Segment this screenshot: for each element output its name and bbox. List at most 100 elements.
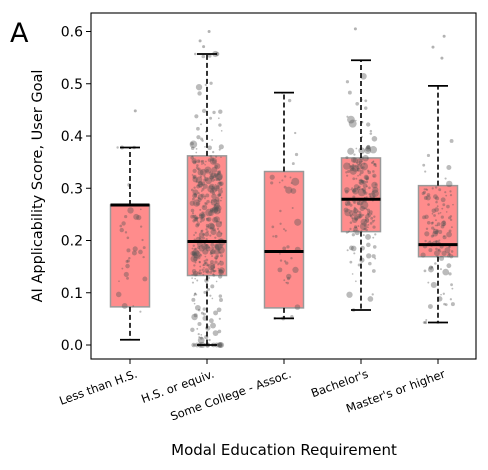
data-point: [219, 268, 222, 272]
data-point: [294, 152, 299, 157]
data-point: [369, 192, 376, 199]
data-point: [272, 235, 275, 238]
data-point: [219, 199, 222, 202]
data-point: [218, 317, 221, 320]
data-point: [214, 165, 218, 169]
data-point: [352, 189, 356, 193]
data-point: [355, 226, 358, 229]
data-point: [425, 227, 429, 231]
data-point: [442, 222, 446, 226]
data-point: [366, 242, 371, 248]
data-point: [364, 99, 368, 103]
data-point: [451, 287, 454, 290]
data-point: [434, 186, 438, 189]
y-tick-label: 0.0: [61, 338, 83, 354]
data-point: [358, 163, 360, 166]
data-point: [366, 253, 372, 259]
data-point: [424, 320, 428, 325]
data-point: [291, 177, 300, 186]
data-point: [357, 188, 366, 197]
data-point: [208, 338, 211, 342]
data-point: [356, 186, 361, 191]
data-point: [197, 169, 204, 176]
data-point: [345, 231, 348, 234]
data-point: [370, 213, 373, 216]
data-point: [204, 255, 207, 258]
data-point: [211, 297, 214, 300]
data-point: [355, 177, 358, 180]
data-point: [434, 224, 437, 227]
data-point: [368, 261, 372, 266]
data-point: [197, 168, 199, 171]
data-point: [373, 163, 377, 167]
data-point: [203, 242, 206, 245]
data-point: [357, 263, 361, 267]
y-tick-label: 0.6: [61, 25, 83, 41]
data-point: [205, 243, 209, 247]
data-point: [196, 220, 199, 223]
data-point: [197, 192, 200, 195]
data-point: [219, 251, 222, 254]
data-point: [115, 291, 122, 298]
data-point: [364, 218, 369, 223]
data-point: [210, 248, 216, 255]
data-point: [192, 193, 198, 199]
data-point: [348, 119, 357, 128]
data-point: [119, 224, 123, 228]
data-point: [218, 181, 222, 185]
data-point: [351, 213, 353, 216]
data-point: [358, 179, 364, 186]
data-point: [215, 196, 220, 202]
data-point: [198, 272, 201, 275]
data-point: [345, 203, 348, 206]
data-point: [199, 265, 202, 268]
data-point: [215, 220, 218, 222]
data-point: [197, 181, 204, 187]
data-point: [361, 188, 364, 191]
data-point: [363, 162, 366, 165]
data-point: [438, 229, 443, 234]
data-point: [365, 208, 368, 210]
data-point: [374, 233, 377, 236]
data-point: [206, 199, 210, 204]
data-point: [441, 250, 447, 256]
data-point: [353, 225, 358, 229]
data-point: [444, 191, 447, 194]
data-point: [426, 153, 431, 158]
data-point: [205, 325, 211, 331]
data-point: [443, 235, 445, 238]
data-point: [430, 281, 437, 288]
data-point: [371, 189, 379, 198]
data-point: [217, 342, 224, 348]
data-point: [193, 247, 197, 251]
data-point: [427, 266, 434, 273]
data-point: [348, 163, 351, 165]
data-point: [193, 294, 196, 297]
data-point: [347, 147, 355, 155]
data-point: [438, 239, 441, 242]
data-point: [208, 318, 214, 324]
data-point: [218, 123, 222, 127]
data-point: [351, 217, 358, 224]
data-point: [215, 280, 218, 283]
data-point: [362, 180, 366, 184]
data-point: [216, 173, 220, 176]
data-point: [281, 179, 284, 182]
data-point: [213, 207, 219, 213]
data-point: [217, 171, 222, 175]
data-point: [198, 336, 201, 338]
data-point: [196, 279, 199, 282]
data-point: [283, 228, 286, 231]
data-point: [431, 212, 434, 215]
data-point: [356, 164, 360, 167]
data-point: [142, 255, 145, 259]
data-point: [213, 263, 216, 266]
data-point: [285, 186, 293, 194]
data-point: [369, 146, 378, 154]
data-point: [136, 215, 142, 221]
data-point: [133, 213, 140, 220]
data-point: [209, 155, 213, 158]
outlier-point: [133, 109, 137, 113]
data-point: [219, 221, 223, 224]
data-point: [193, 264, 196, 267]
